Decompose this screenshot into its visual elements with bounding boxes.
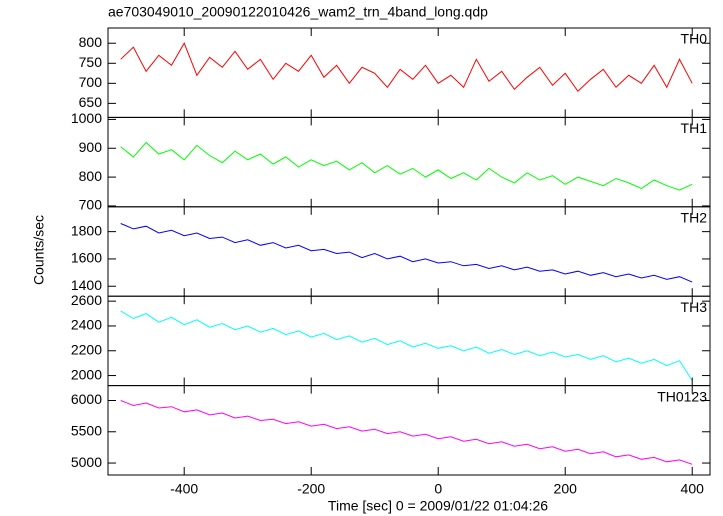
- y-tick-label: 650: [79, 94, 103, 110]
- x-tick-label: -200: [297, 481, 325, 497]
- y-tick-label: 5500: [71, 422, 102, 438]
- x-axis-label: Time [sec] 0 = 2009/01/22 01:04:26: [328, 498, 548, 514]
- x-tick-label: 0: [434, 481, 442, 497]
- panel-frame: [107, 295, 711, 387]
- y-tick-label: 1000: [71, 110, 102, 126]
- y-tick-label: 2400: [71, 317, 102, 333]
- legend-label: TH1: [681, 120, 708, 136]
- y-tick-label: 800: [79, 168, 103, 184]
- y-tick-label: 1400: [71, 277, 102, 293]
- legend-label: TH2: [681, 210, 708, 226]
- y-tick-label: 750: [79, 54, 103, 70]
- y-tick-label: 2000: [71, 366, 102, 382]
- y-tick-label: 1600: [71, 250, 102, 266]
- y-tick-label: 1800: [71, 222, 102, 238]
- legend-label: TH0123: [657, 388, 707, 404]
- y-tick-label: 700: [79, 197, 103, 213]
- data-line: [120, 400, 693, 465]
- panel-frame: [107, 116, 711, 208]
- y-tick-label: 5000: [71, 454, 102, 470]
- data-line: [120, 141, 693, 191]
- y-tick-label: 6000: [71, 391, 102, 407]
- y-tick-label: 2200: [71, 341, 102, 357]
- x-tick-label: 400: [681, 481, 705, 497]
- x-tick-label: -400: [170, 481, 198, 497]
- panel-frame: [107, 385, 711, 476]
- y-tick-label: 900: [79, 139, 103, 155]
- panel-frame: [107, 206, 711, 297]
- x-tick-label: 200: [554, 481, 578, 497]
- chart-title: ae703049010_20090122010426_wam2_trn_4ban…: [108, 4, 488, 20]
- data-line: [120, 42, 693, 93]
- y-axis-label: Counts/sec: [31, 215, 47, 285]
- legend-label: TH3: [681, 299, 708, 315]
- y-tick-label: 800: [79, 34, 103, 50]
- legend-label: TH0: [681, 31, 708, 47]
- y-tick-label: 2600: [71, 292, 102, 308]
- data-line: [120, 310, 693, 381]
- data-line: [120, 223, 693, 283]
- y-tick-label: 700: [79, 74, 103, 90]
